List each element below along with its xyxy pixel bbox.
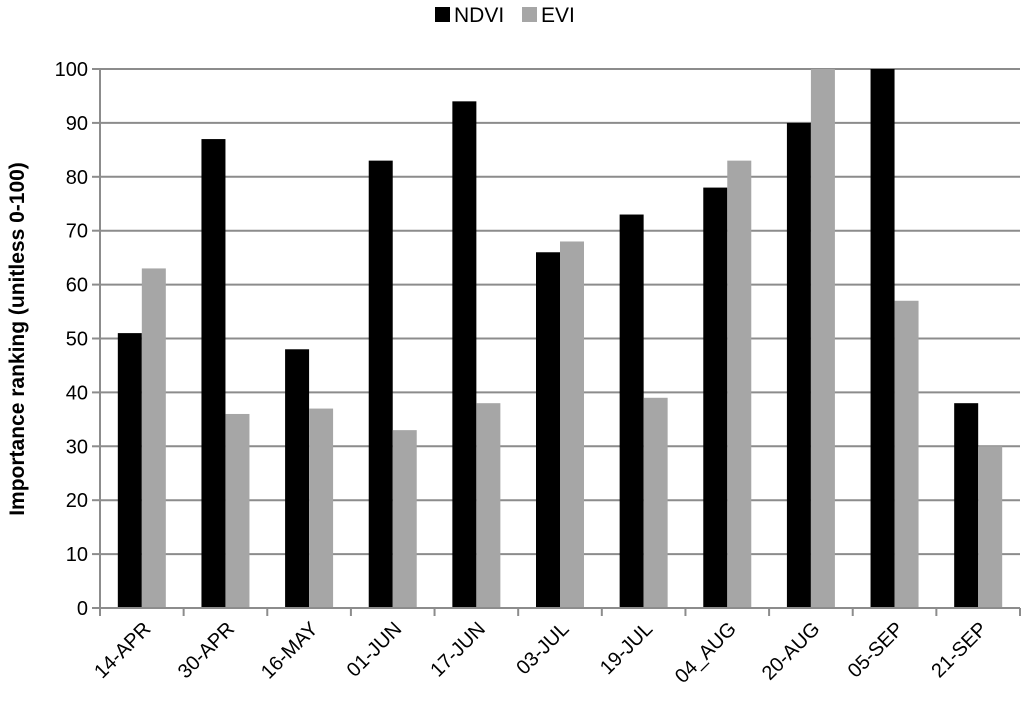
legend-label-ndvi: NDVI xyxy=(454,4,504,27)
y-tick-labels: 0 10 20 30 40 50 60 70 80 90 100 xyxy=(55,59,88,620)
bar-ndvi-16-may xyxy=(285,349,310,608)
y-tick-label: 50 xyxy=(66,329,88,351)
y-tick-label: 90 xyxy=(66,113,88,135)
x-tick-label: 19-JUL xyxy=(596,618,657,679)
legend-swatch-ndvi xyxy=(435,7,450,22)
x-tick-labels: 14-APR 30-APR 16-MAY 01-JUN 17-JUN 03-JUL 19-J… xyxy=(90,618,991,688)
bar-ndvi-30-apr xyxy=(201,139,226,608)
y-tick-label: 60 xyxy=(66,275,88,297)
bar-evi-03-jul xyxy=(560,241,584,609)
bar-ndvi-03-jul xyxy=(536,252,560,608)
y-tick-label: 20 xyxy=(66,490,88,512)
bar-ndvi-19-jul xyxy=(619,214,644,608)
y-tick-label: 80 xyxy=(66,167,88,189)
bar-ndvi-14-apr xyxy=(117,333,142,608)
x-tick-label: 03-JUL xyxy=(512,618,573,679)
bar-evi-20-aug xyxy=(810,69,835,608)
bar-evi-19-jul xyxy=(643,397,668,608)
x-tick-label: 16-MAY xyxy=(257,618,323,684)
bar-ndvi-05-sep xyxy=(870,69,895,608)
x-tick-label: 04_AUG xyxy=(671,618,741,688)
y-tick-label: 10 xyxy=(66,544,88,566)
axes xyxy=(92,69,1021,616)
bar-ndvi-17-jun xyxy=(452,101,477,608)
legend: NDVI EVI xyxy=(435,4,575,27)
x-tick-label: 05-SEP xyxy=(844,618,908,682)
bar-ndvi-04_aug xyxy=(703,187,728,608)
y-tick-label: 0 xyxy=(77,598,88,620)
y-tick-label: 70 xyxy=(66,221,88,243)
y-tick-label: 40 xyxy=(66,382,88,404)
bar-evi-16-may xyxy=(309,408,334,608)
legend-swatch-evi xyxy=(522,7,537,22)
bar-evi-05-sep xyxy=(894,300,919,608)
y-axis-title: Importance ranking (unitless 0-100) xyxy=(6,162,29,516)
bar-evi-01-jun xyxy=(392,430,417,608)
bar-evi-17-jun xyxy=(476,403,501,608)
bar-ndvi-01-jun xyxy=(368,160,393,608)
x-tick-label: 01-JUN xyxy=(343,618,406,681)
bar-evi-04_aug xyxy=(727,160,752,608)
y-tick-label: 100 xyxy=(55,59,88,81)
bar-evi-21-sep xyxy=(978,446,1003,608)
x-tick-label: 30-APR xyxy=(174,618,239,683)
x-tick-label: 14-APR xyxy=(90,618,155,683)
x-tick-label: 21-SEP xyxy=(927,618,991,682)
bar-evi-14-apr xyxy=(141,268,166,608)
y-tick-label: 30 xyxy=(66,436,88,458)
bar-evi-30-apr xyxy=(225,413,250,608)
bars xyxy=(117,69,1003,609)
bar-ndvi-20-aug xyxy=(786,122,811,609)
x-tick-label: 17-JUN xyxy=(426,618,489,681)
legend-label-evi: EVI xyxy=(541,4,575,27)
bar-ndvi-21-sep xyxy=(954,403,979,608)
x-tick-label: 20-AUG xyxy=(758,618,825,685)
